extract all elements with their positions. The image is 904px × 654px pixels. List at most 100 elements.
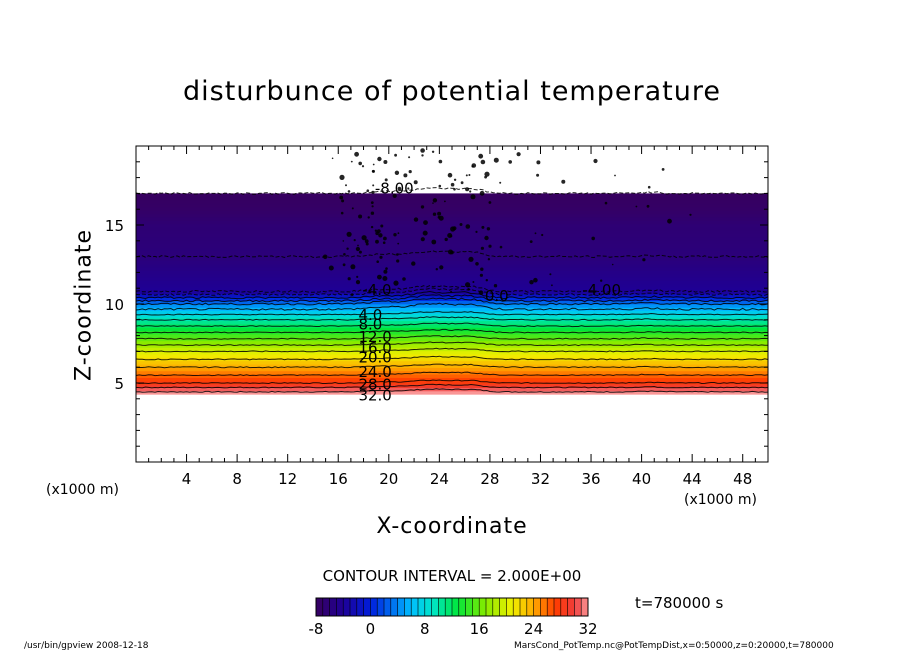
speckle-mark <box>450 226 456 232</box>
speckle-mark <box>591 236 595 241</box>
colorbar-segment <box>370 598 378 616</box>
colorbar-segment <box>540 598 548 616</box>
contour-label: -4.0 <box>362 281 391 299</box>
x-axis-label: X-coordinate <box>376 514 528 539</box>
contour-line <box>136 347 768 353</box>
color-band <box>136 260 768 265</box>
speckle-mark <box>346 247 349 250</box>
time-label: t=780000 s <box>635 594 724 612</box>
colorbar-segment <box>356 598 365 616</box>
speckle-mark <box>346 231 352 237</box>
colorbar-segment <box>411 598 419 616</box>
colorbar-segment <box>350 598 358 616</box>
contour-line <box>136 302 768 311</box>
speckle-mark <box>377 274 382 280</box>
color-band <box>136 277 768 281</box>
speckle-mark <box>468 256 474 262</box>
speckle-mark <box>460 181 464 185</box>
color-band <box>136 200 768 205</box>
speckle-mark <box>370 211 375 215</box>
speckle-mark <box>551 284 553 287</box>
contour-label: -8.00 <box>375 180 414 198</box>
speckle-mark <box>382 276 388 281</box>
speckle-mark <box>384 178 388 182</box>
color-band <box>136 360 768 365</box>
colorbar-segment <box>431 598 439 616</box>
speckle-mark <box>661 168 665 171</box>
speckle-mark <box>379 255 383 259</box>
color-band <box>136 337 768 342</box>
color-band <box>136 263 768 268</box>
speckle-mark <box>516 152 521 157</box>
speckle-mark <box>600 279 603 282</box>
colorbar-segment <box>424 598 433 616</box>
speckle-mark <box>420 237 425 242</box>
speckle-mark <box>371 190 375 194</box>
color-band <box>136 213 768 218</box>
speckle-mark <box>397 232 400 235</box>
speckle-mark <box>383 160 388 164</box>
speckle-mark <box>484 171 490 177</box>
speckle-mark <box>529 240 533 244</box>
speckle-mark <box>459 223 463 226</box>
y-axis-ticks: 5 10 15 <box>105 161 768 447</box>
color-band <box>136 243 768 248</box>
colorbar-segment <box>363 598 371 616</box>
speckle-mark <box>435 268 438 271</box>
speckle-mark <box>647 185 651 189</box>
colorbar-segment <box>560 598 569 616</box>
speckle-mark <box>423 220 428 226</box>
color-band <box>136 280 768 285</box>
colorbar-segment <box>418 598 426 616</box>
color-band <box>136 363 768 368</box>
contour-interval-label: CONTOUR INTERVAL = 2.000E+00 <box>322 567 582 585</box>
color-band <box>136 220 768 225</box>
speckle-mark <box>472 281 475 283</box>
colorbar-segment <box>520 598 528 616</box>
speckle-mark <box>465 174 468 177</box>
color-band <box>136 377 768 382</box>
speckle-mark <box>350 160 353 163</box>
speckle-mark <box>358 250 362 254</box>
colorbar-segment <box>404 598 412 616</box>
x-tick-label: 12 <box>278 470 297 488</box>
contour-line <box>136 297 768 306</box>
colorbar-segment <box>506 598 514 616</box>
speckle-mark <box>485 279 488 282</box>
speckle-mark <box>432 212 437 216</box>
colorbar-segment <box>343 598 351 616</box>
speckle-mark <box>396 259 400 263</box>
contour-line <box>136 363 768 369</box>
x-tick-label: 16 <box>329 470 348 488</box>
colorbar-segment <box>499 598 507 616</box>
color-band <box>136 323 768 328</box>
speckle-mark <box>396 253 399 256</box>
contour-label: -4.00 <box>582 281 621 299</box>
speckle-mark <box>382 241 386 244</box>
color-band <box>136 203 768 208</box>
speckle-mark <box>421 154 424 157</box>
speckle-mark <box>536 160 541 165</box>
color-band <box>136 313 768 318</box>
speckle-mark <box>450 182 455 187</box>
contour-line <box>136 311 768 316</box>
contour-labels: -8.00 -4.00 -4.0 4.08.012.016.020.024.028.0… <box>358 180 621 405</box>
speckle-mark <box>402 277 406 281</box>
colorbar-frame <box>315 597 589 617</box>
color-band <box>136 390 768 395</box>
speckle-mark <box>365 242 369 246</box>
speckle-mark <box>339 174 345 180</box>
colorbar-segment <box>472 598 480 616</box>
speckle-mark <box>432 198 438 203</box>
colorbar-segment <box>492 598 501 616</box>
speckle-mark <box>561 179 566 184</box>
x-tick-label: 40 <box>632 470 651 488</box>
contour-line <box>136 383 768 389</box>
speckle-mark <box>465 282 471 288</box>
color-band <box>136 300 768 305</box>
speckle-mark <box>453 188 456 191</box>
color-band <box>136 206 768 211</box>
speckle-mark <box>478 290 484 296</box>
contour-label: 20.0 <box>358 349 391 367</box>
